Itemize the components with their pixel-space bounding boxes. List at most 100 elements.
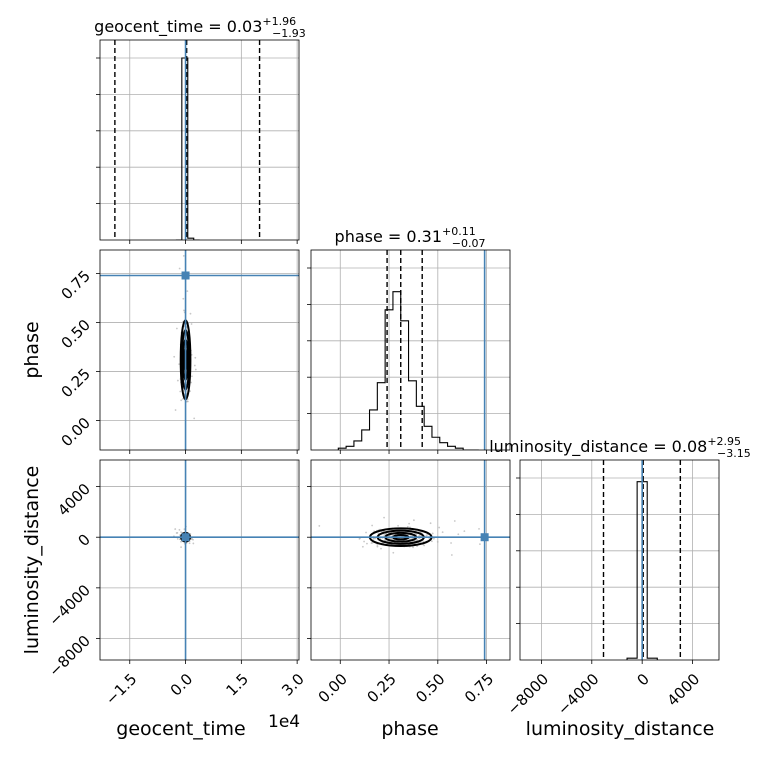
sample-point (366, 542, 368, 545)
sample-point (192, 542, 195, 545)
sample-point (175, 532, 178, 534)
panel-grid-2-2 (520, 460, 719, 660)
x-tick-label-luminosity_distance: −8000 (504, 670, 553, 719)
sample-point (453, 520, 456, 522)
y-tick-label-luminosity_distance: 0 (75, 530, 94, 549)
panel-grid-1-2 (311, 460, 510, 660)
y-tick-label-phase: 0.00 (58, 414, 94, 450)
sample-point (188, 542, 191, 545)
y-tick-label-luminosity_distance: −4000 (45, 581, 94, 630)
panel-grid-1-1 (311, 250, 510, 450)
title-phase: phase = 0.31+0.11 −0.07 (335, 225, 486, 250)
sample-point (478, 527, 480, 530)
sample-point (318, 525, 321, 527)
sample-point (176, 537, 179, 540)
sample-point (376, 545, 379, 548)
sample-point (190, 375, 193, 378)
sample-point (190, 323, 193, 325)
sample-point (408, 522, 411, 525)
hist-step-phase (337, 291, 479, 450)
panel-frame-0-0 (99, 39, 300, 241)
sample-point (450, 542, 452, 544)
sample-point (420, 534, 422, 537)
sample-point (406, 525, 409, 528)
sample-point (176, 379, 179, 382)
sample-point (371, 524, 374, 527)
sample-point (438, 526, 441, 529)
sample-point (182, 297, 185, 300)
y-tick-label-phase: 0.25 (58, 365, 94, 401)
sample-point (413, 519, 415, 522)
truth-marker (181, 271, 190, 280)
sample-point (193, 364, 196, 367)
sample-point (194, 368, 197, 371)
sample-point (376, 543, 379, 546)
sample-point (178, 528, 181, 531)
sample-point (423, 544, 426, 547)
truth-marker (181, 533, 190, 542)
panel-grid-0-2 (100, 460, 299, 660)
x-tick-label-geocent_time: 0.0 (167, 670, 197, 700)
sample-point (383, 534, 386, 536)
panel-frame-1-2 (310, 459, 511, 661)
sample-point (189, 390, 191, 393)
panel-frame-0-1 (99, 249, 300, 451)
offset-text: 1e4 (268, 712, 300, 732)
sample-point (397, 524, 399, 527)
sample-point (178, 267, 181, 270)
y-tick-label-luminosity_distance: 4000 (54, 480, 94, 520)
sample-point (193, 417, 196, 420)
sample-point (436, 541, 439, 543)
sample-point (463, 530, 466, 533)
sample-point (425, 534, 428, 537)
x-tick-label-geocent_time: −1.5 (102, 670, 140, 708)
y-tick-label-luminosity_distance: −8000 (45, 632, 94, 681)
sample-point (365, 531, 367, 534)
hist-phase (337, 250, 486, 450)
xlabel-luminosity-distance: luminosity_distance (526, 718, 715, 740)
scatter-geocent_time-luminosity_distance (100, 460, 299, 660)
sample-point (190, 451, 192, 453)
sample-point (430, 540, 433, 543)
sample-point (182, 254, 185, 257)
sample-point (190, 381, 193, 384)
sample-point (190, 538, 193, 540)
panel-frame-0-2 (99, 459, 300, 661)
title-luminosity_distance: luminosity_distance = 0.08+2.95 −3.15 (489, 435, 751, 460)
sample-point (180, 531, 182, 534)
sample-point (432, 537, 435, 540)
sample-point (175, 327, 178, 330)
sample-point (370, 542, 373, 544)
sample-point (179, 390, 182, 393)
sample-point (180, 540, 182, 543)
sample-point (178, 538, 181, 541)
sample-point (429, 522, 432, 525)
sample-point (422, 540, 425, 543)
ylabel-phase: phase (21, 321, 43, 378)
sample-point (361, 545, 364, 548)
x-tick-label-geocent_time: 3.0 (278, 670, 308, 700)
scatter-geocent_time-phase (100, 250, 299, 460)
x-tick-label-phase: 0.25 (363, 670, 399, 706)
hist-luminosity_distance (602, 460, 682, 660)
sample-point (178, 363, 181, 366)
sample-point (181, 458, 183, 460)
hist-geocent_time (114, 40, 261, 240)
x-tick-label-luminosity_distance: 0 (633, 670, 652, 689)
sample-point (186, 290, 189, 293)
x-tick-label-luminosity_distance: 4000 (664, 670, 704, 710)
scatter-phase-luminosity_distance (311, 460, 510, 660)
sample-point (392, 551, 395, 554)
sample-point (180, 546, 182, 549)
x-tick-label-phase: 0.50 (412, 670, 448, 706)
y-tick-label-phase: 0.75 (58, 267, 94, 303)
sample-point (380, 547, 382, 550)
x-tick-label-luminosity_distance: −4000 (554, 670, 603, 719)
sample-point (194, 356, 197, 359)
x-tick-label-phase: 0.00 (315, 670, 351, 706)
sample-point (383, 516, 385, 519)
panel-frame-2-2 (519, 459, 720, 661)
sample-point (174, 528, 177, 530)
x-tick-label-phase: 0.75 (461, 670, 497, 706)
